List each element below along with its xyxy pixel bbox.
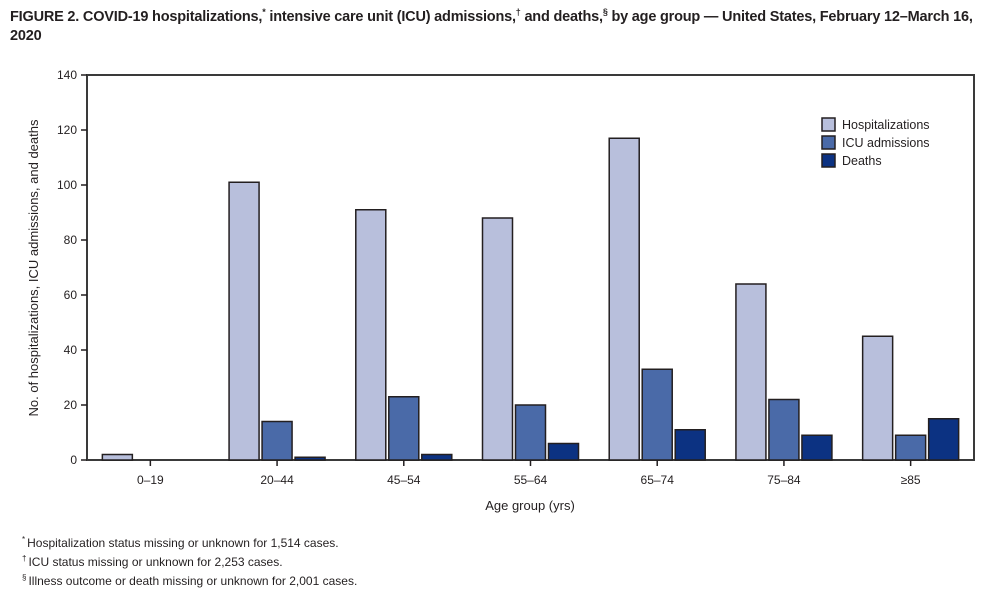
bar-hospitalizations-4 [608,137,640,461]
title-text: intensive care unit (ICU) admissions, [265,9,516,25]
bar-deaths-5 [801,434,833,461]
title-text: FIGURE 2. COVID-19 hospitalizations, [10,9,263,25]
bar-icu-admissions-3 [514,404,547,461]
bar-icu-admissions-5 [768,398,800,461]
y-tick-label: 80 [64,233,78,247]
y-tick-label: 40 [64,343,78,357]
title-footnote-mark: * [262,7,266,18]
y-axis-title: No. of hospitalizations, ICU admissions,… [26,119,41,416]
bar-hospitalizations-5 [735,283,767,461]
footnote-mark: * [22,535,26,544]
bar-hospitalizations-3 [481,217,514,461]
legend-swatch [821,135,836,150]
figure-title: FIGURE 2. COVID-19 hospitalizations,* in… [10,8,995,46]
bars [101,137,960,461]
bar-icu-admissions-2 [388,396,420,461]
x-tick-label: 45–54 [387,473,421,487]
footnote-mark: † [22,554,27,563]
y-tick-label: 100 [57,178,77,192]
y-tick-label: 60 [64,288,78,302]
footnote-text: ICU status missing or unknown for 2,253 … [28,555,283,569]
bar-hospitalizations-1 [228,181,260,461]
plot-frame [86,74,975,461]
bar-hospitalizations-0 [101,453,134,461]
footnote: † ICU status missing or unknown for 2,253… [22,551,357,570]
bar-icu-admissions-1 [261,420,293,461]
y-tick-label: 20 [64,398,78,412]
plot-border [86,74,975,461]
x-tick-label: 0–19 [137,473,164,487]
x-axis: 0–19 20–44 45–54 55–64 65–74 75–84 ≥85 [137,460,921,487]
bar-icu-admissions-6 [894,434,927,461]
legend-swatch [821,153,836,168]
bar-hospitalizations-6 [861,335,894,461]
legend-label: ICU admissions [842,136,930,150]
legend: Hospitalizations ICU admissions Deaths [821,117,930,168]
x-tick-label: 65–74 [641,473,675,487]
footnote-text: Illness outcome or death missing or unkn… [28,574,358,588]
bar-hospitalizations-2 [355,209,387,461]
footnote-mark: § [22,573,27,582]
y-axis: 0 20 40 60 80 100 120 140 [57,68,87,467]
y-tick-label: 0 [70,453,77,467]
bar-deaths-6 [927,418,960,461]
legend-label: Hospitalizations [842,118,930,132]
title-footnote-mark: § [602,7,608,18]
bar-icu-admissions-4 [641,368,673,461]
footnote: § Illness outcome or death missing or unk… [22,570,357,589]
legend-label: Deaths [842,154,882,168]
bar-deaths-2 [421,453,453,461]
x-tick-label: 20–44 [260,473,294,487]
x-tick-label: 55–64 [514,473,548,487]
legend-swatch [821,117,836,132]
x-tick-label: 75–84 [767,473,801,487]
footnote: * Hospitalization status missing or unkno… [22,532,357,551]
bar-deaths-3 [547,442,580,461]
y-tick-label: 120 [57,123,77,137]
bar-deaths-1 [294,456,326,461]
x-axis-title: Age group (yrs) [485,498,575,513]
y-tick-label: 140 [57,68,77,82]
footnotes: * Hospitalization status missing or unkno… [22,532,357,589]
title-text: by age group — United States, February 1… [10,9,973,44]
title-text: and deaths, [520,9,603,25]
x-tick-label: ≥85 [901,473,921,487]
bar-deaths-4 [674,429,706,461]
title-footnote-mark: † [515,7,521,18]
footnote-text: Hospitalization status missing or unknow… [27,536,339,550]
